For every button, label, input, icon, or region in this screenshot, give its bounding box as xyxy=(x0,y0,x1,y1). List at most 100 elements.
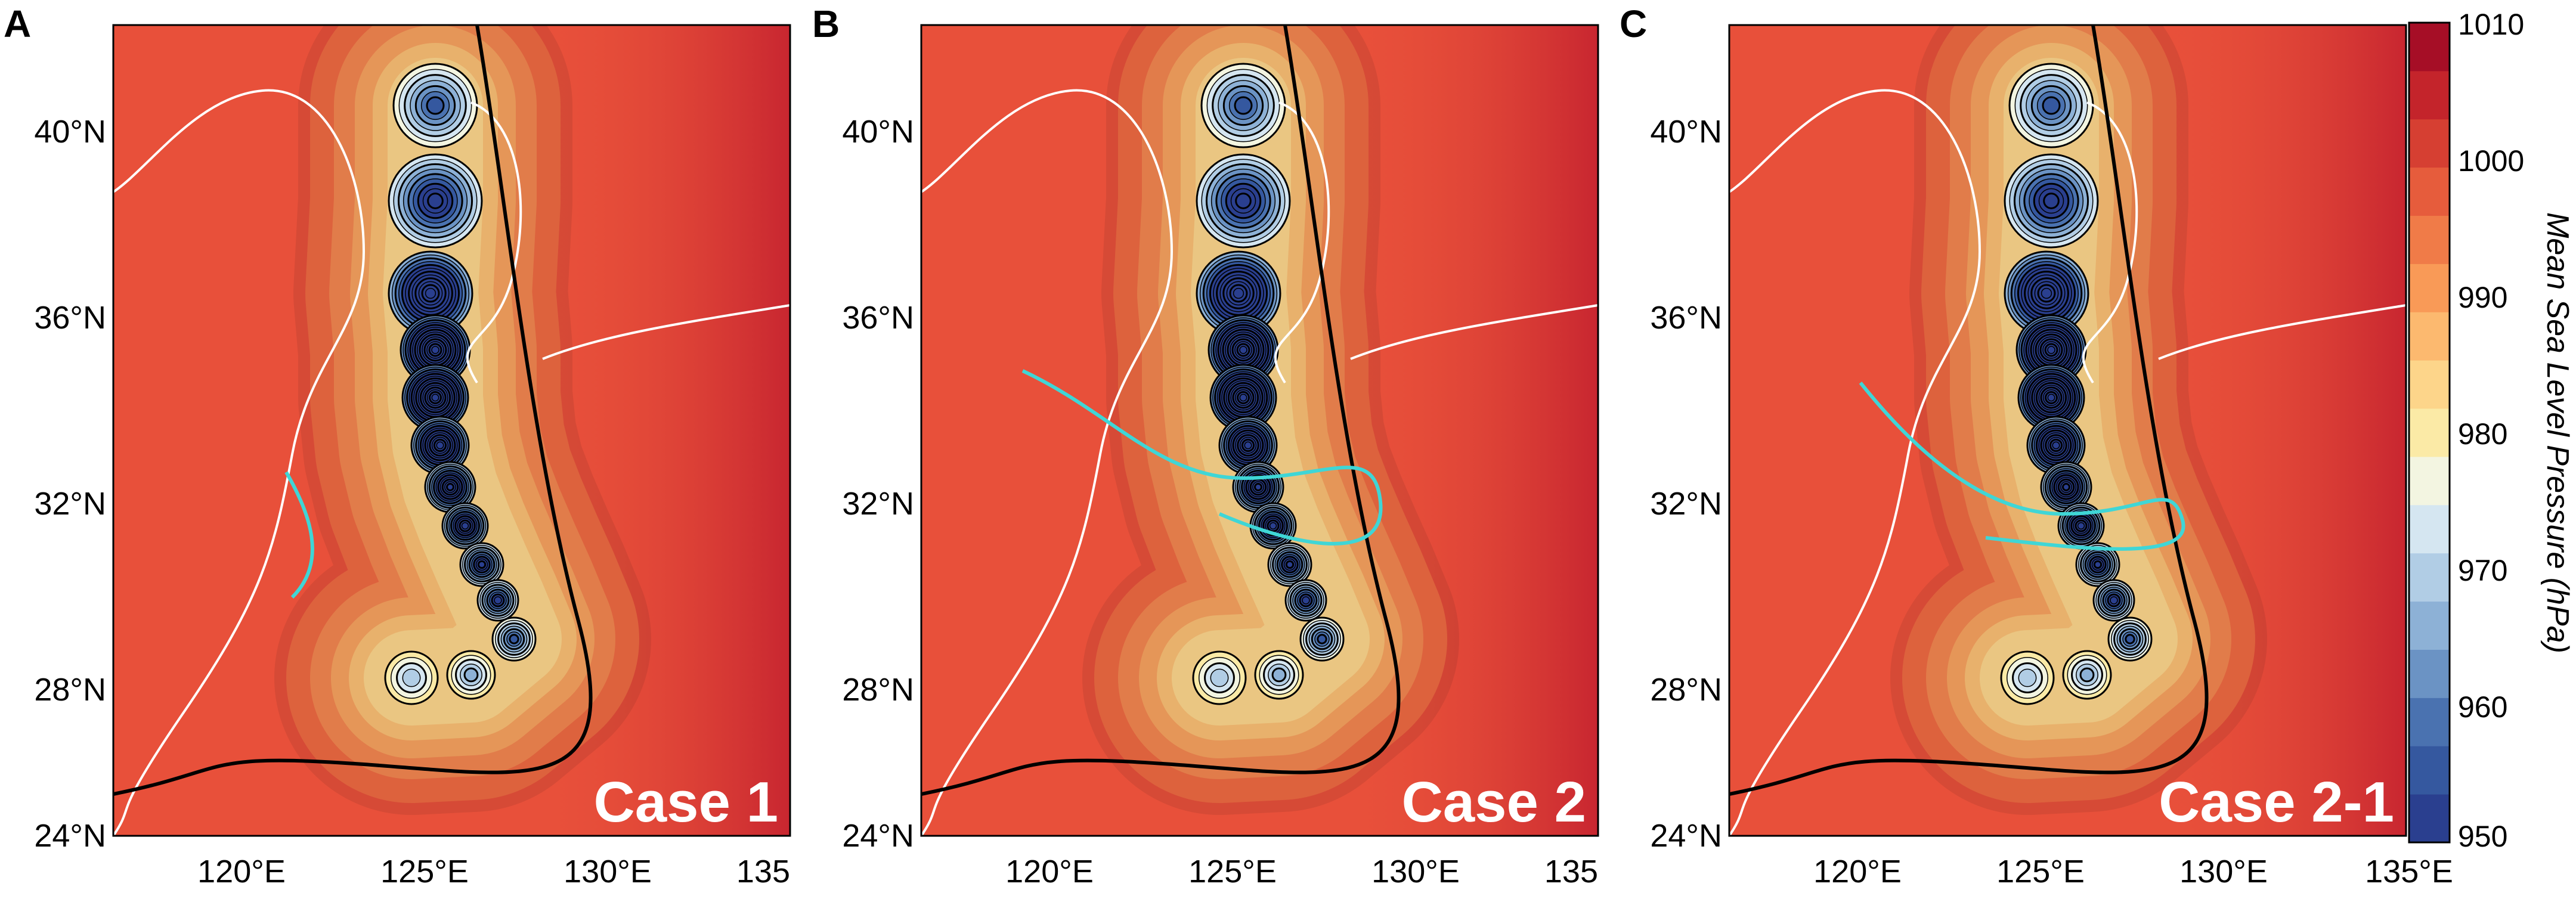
isobar-ring xyxy=(509,634,519,644)
cyan-contour xyxy=(284,471,314,599)
lat-axis-a: 40°N 36°N 32°N 28°N 24°N xyxy=(34,114,106,854)
isobar-ring xyxy=(1254,483,1262,491)
map-panel-case-2 xyxy=(921,25,1598,836)
lon-tick-label: 135 xyxy=(1544,854,1598,889)
colorbar-band xyxy=(2409,504,2450,554)
coastline-china xyxy=(1729,89,1981,836)
panel-letter-b: B xyxy=(812,2,840,45)
panel-frame-c xyxy=(1728,24,2407,837)
colorbar-band xyxy=(2409,312,2450,361)
colorbar-tick-label: 1010 xyxy=(2458,8,2524,41)
case-label-a: Case 1 xyxy=(593,770,778,834)
panel-frame-b xyxy=(920,24,1599,837)
cyan-contour xyxy=(1021,369,1383,545)
lat-tick-label: 24°N xyxy=(842,818,914,854)
isobar-outer xyxy=(921,25,1401,796)
isobar-ring xyxy=(2042,96,2061,115)
colorbar-band xyxy=(2409,456,2450,506)
isobar-ring xyxy=(425,287,436,299)
isobar-outer xyxy=(113,25,593,796)
isobar-ring xyxy=(1234,96,1253,115)
lon-tick-label: 135°E xyxy=(2365,854,2453,889)
isobar-ring xyxy=(1210,668,1229,687)
lat-tick-label: 36°N xyxy=(1650,300,1722,336)
isobar-ring xyxy=(2077,522,2085,530)
isobar-ring xyxy=(1285,560,1295,569)
isobar-ring xyxy=(436,441,444,450)
coastline-japan xyxy=(2158,304,2406,360)
lon-tick-label: 120°E xyxy=(197,854,286,889)
isobar-ring xyxy=(1233,287,1244,299)
map-panel-case-2-1 xyxy=(1729,25,2406,836)
colorbar-band xyxy=(2409,70,2450,120)
lon-tick-label: 125°E xyxy=(1996,854,2085,889)
colorbar-tick-label: 960 xyxy=(2458,690,2507,724)
isobar-outer xyxy=(1729,25,2209,796)
case-label-b: Case 2 xyxy=(1401,770,1586,834)
lat-tick-label: 36°N xyxy=(34,300,106,336)
isobar-ring xyxy=(2079,667,2095,683)
isobar-ring xyxy=(1239,393,1247,402)
isobar-ring xyxy=(2047,393,2055,402)
isobar-ring xyxy=(2047,346,2055,354)
isobar-ring xyxy=(2110,596,2118,605)
isobar-ring xyxy=(2018,668,2037,687)
lat-tick-label: 32°N xyxy=(1650,486,1722,522)
colorbar-band xyxy=(2409,649,2450,698)
lat-axis-b: 40°N 36°N 32°N 28°N 24°N xyxy=(842,114,914,854)
lat-tick-label: 24°N xyxy=(1650,818,1722,854)
isobar-ring xyxy=(2043,193,2060,209)
isobar-ring xyxy=(431,346,439,354)
colorbar-band xyxy=(2409,408,2450,457)
lat-tick-label: 36°N xyxy=(842,300,914,336)
lat-tick-label: 32°N xyxy=(34,486,106,522)
lat-tick-label: 40°N xyxy=(842,114,914,150)
map-panel-case-1 xyxy=(113,25,790,836)
colorbar-tick-label: 950 xyxy=(2458,820,2507,853)
isobar-ring xyxy=(402,668,421,687)
coastline-china xyxy=(921,89,1174,836)
colorbar-band xyxy=(2409,794,2450,843)
lon-tick-label: 120°E xyxy=(1813,854,1902,889)
colorbar-tick-label: 1000 xyxy=(2458,144,2524,178)
colorbar-band xyxy=(2409,601,2450,650)
colorbar-band xyxy=(2409,553,2450,602)
colorbar-band xyxy=(2409,167,2450,216)
lat-tick-label: 28°N xyxy=(34,672,106,708)
colorbar-title: Mean Sea Level Pressure (hPa) xyxy=(2540,212,2575,653)
isobar-ring xyxy=(1235,193,1252,209)
panel-letter-c: C xyxy=(1620,2,1647,45)
panel-letter-a: A xyxy=(4,2,31,45)
lat-tick-label: 24°N xyxy=(34,818,106,854)
isobar-ring xyxy=(463,667,479,683)
colorbar-band xyxy=(2409,698,2450,746)
isobar-ring xyxy=(1302,596,1310,605)
lat-axis-c: 40°N 36°N 32°N 28°N 24°N xyxy=(1650,114,1722,854)
colorbar-band xyxy=(2409,215,2450,264)
lon-tick-label: 130°E xyxy=(2179,854,2268,889)
isobar-ring xyxy=(1271,667,1287,683)
isobar-ring xyxy=(431,393,439,402)
isobar-ring xyxy=(2062,483,2070,491)
isobar-ring xyxy=(1244,441,1252,450)
isobar-ring xyxy=(461,522,469,530)
colorbar-band xyxy=(2409,264,2450,312)
isobar-ring xyxy=(427,193,444,209)
isobar-ring xyxy=(2093,560,2103,569)
isobar-ring xyxy=(2041,287,2052,299)
lat-tick-label: 28°N xyxy=(1650,672,1722,708)
lon-tick-label: 130°E xyxy=(1371,854,1460,889)
lat-tick-label: 28°N xyxy=(842,672,914,708)
lat-tick-label: 40°N xyxy=(1650,114,1722,150)
lon-tick-label: 125°E xyxy=(1188,854,1277,889)
colorbar-frame xyxy=(2408,21,2451,844)
isobar-ring xyxy=(2052,441,2060,450)
lon-axis-c: 120°E 125°E 130°E 135°E xyxy=(1813,854,2453,889)
isobar-ring xyxy=(426,96,445,115)
isobar-ring xyxy=(494,596,502,605)
cyan-contour xyxy=(1859,382,2185,551)
isobar-ring xyxy=(1269,522,1277,530)
coastline-japan xyxy=(542,304,790,360)
isobar-ring xyxy=(477,560,487,569)
